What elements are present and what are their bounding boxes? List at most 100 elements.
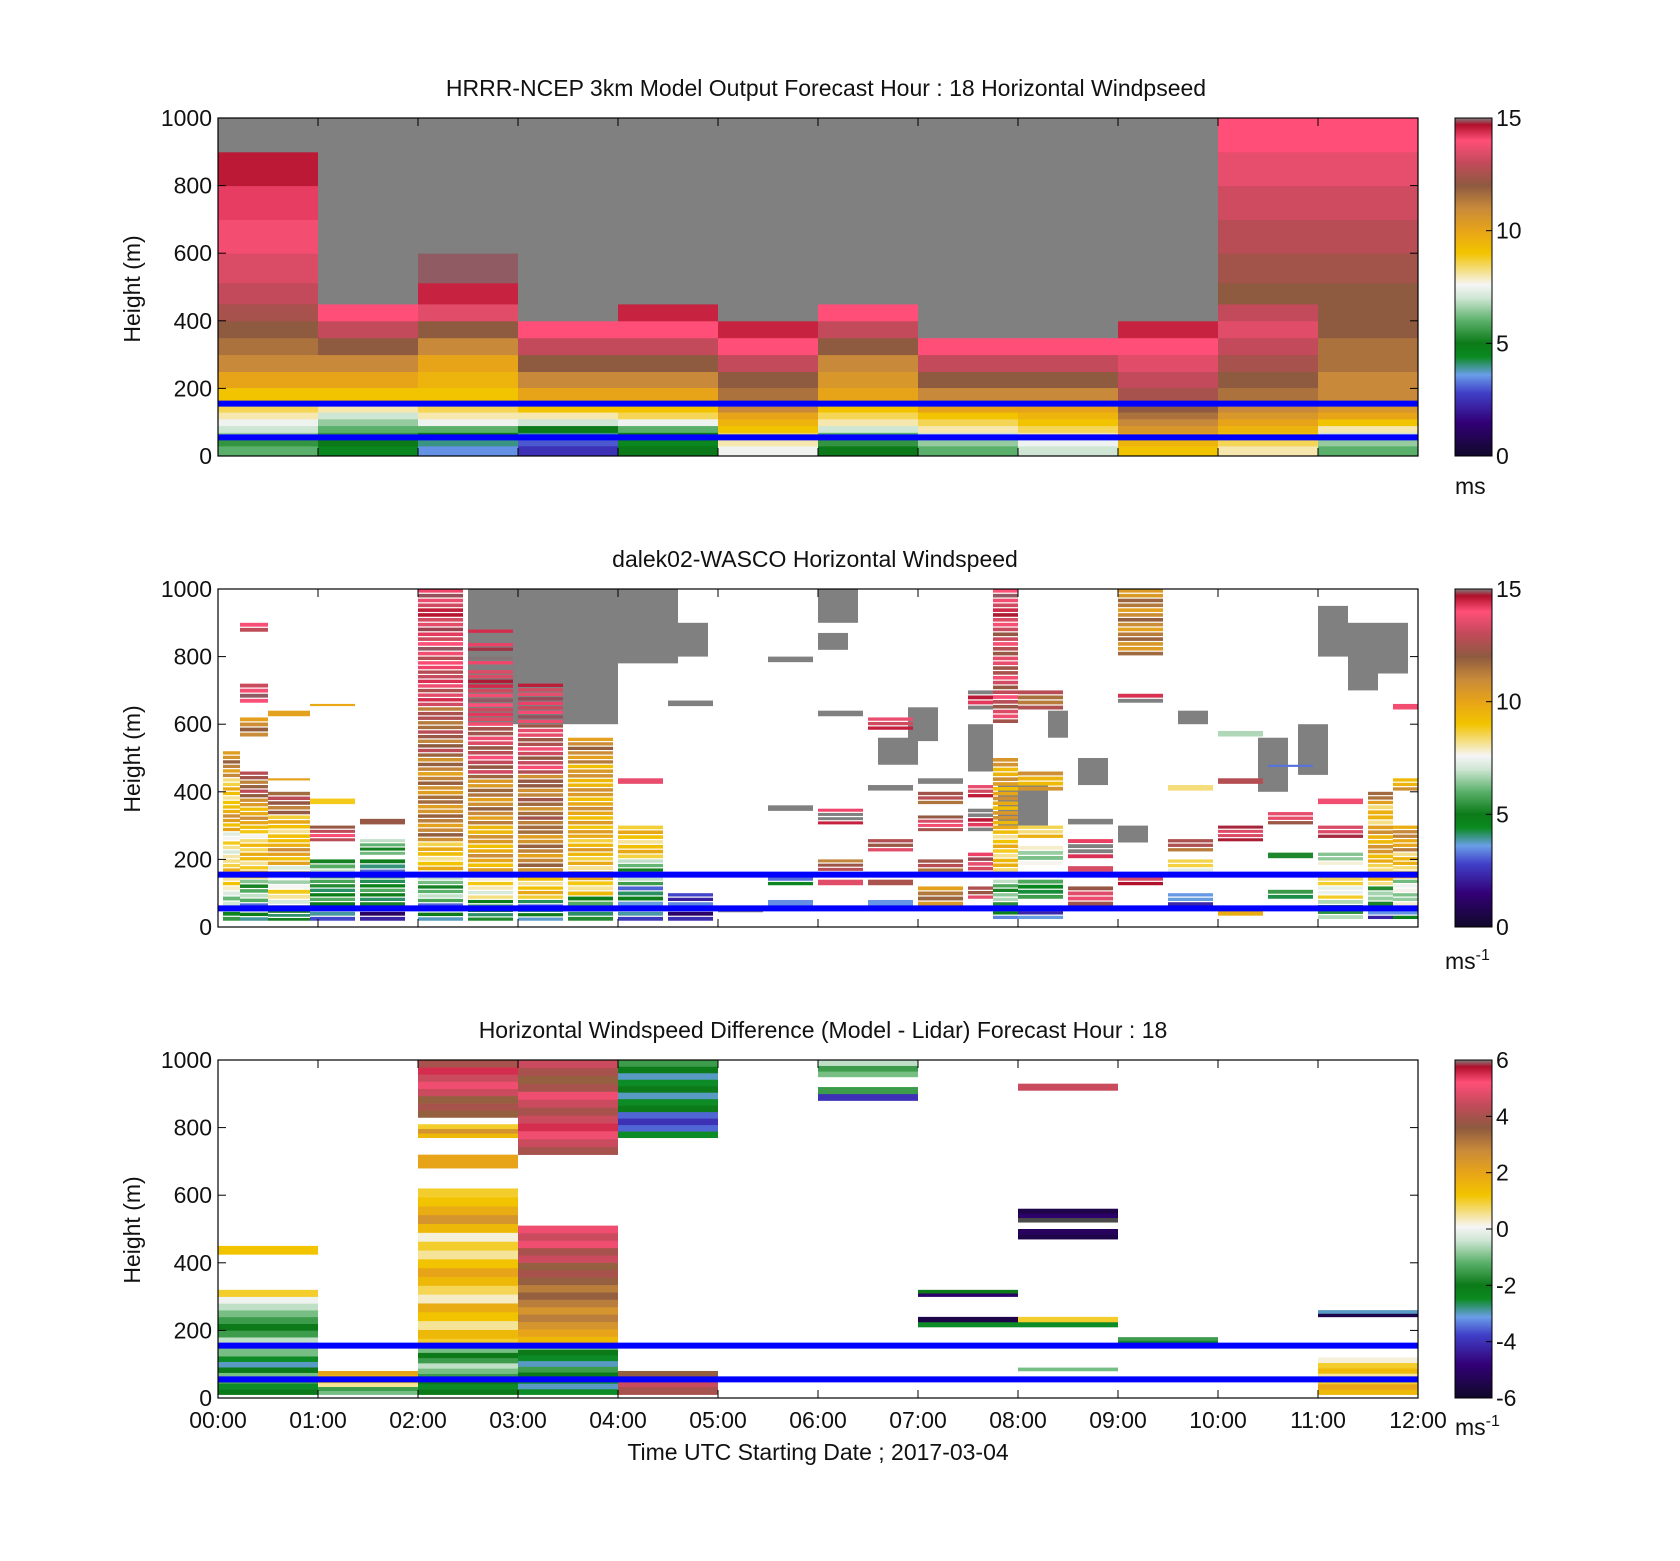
heatmap-cell — [1318, 886, 1363, 890]
heatmap-cell — [1118, 651, 1163, 656]
heatmap-cell — [268, 778, 310, 781]
heatmap-cell — [868, 848, 913, 852]
heatmap-cell — [668, 893, 713, 897]
heatmap-cell — [968, 813, 993, 817]
heatmap-cell — [218, 412, 319, 420]
heatmap-cell — [568, 737, 613, 742]
heatmap-cell — [360, 839, 405, 843]
heatmap-cell — [993, 656, 1018, 661]
heatmap-cell — [240, 834, 268, 838]
heatmap-cell — [718, 418, 819, 427]
heatmap-cell — [718, 371, 819, 389]
heatmap-cell — [468, 784, 513, 788]
heatmap-cell — [240, 893, 268, 898]
heatmap-cell — [1268, 821, 1313, 825]
heatmap-cell — [993, 902, 1018, 906]
heatmap-cell — [318, 219, 419, 254]
heatmap-cell — [993, 868, 1018, 872]
heatmap-cell — [268, 880, 310, 884]
heatmap-cell — [618, 151, 719, 187]
heatmap-cell — [468, 746, 513, 750]
heatmap-cell — [360, 879, 405, 883]
heatmap-cell — [223, 916, 240, 921]
heatmap-cell — [218, 1383, 318, 1390]
heatmap-cell — [418, 1276, 518, 1286]
heatmap-cell — [918, 445, 1019, 457]
heatmap-cell — [418, 828, 463, 832]
heatmap-cell — [1368, 825, 1393, 830]
heatmap-cell — [1018, 879, 1063, 884]
heatmap-cell — [418, 665, 463, 670]
panel-lidar-cells — [223, 589, 1418, 921]
heatmap-cell — [318, 439, 419, 447]
heatmap-cell — [223, 760, 240, 764]
heatmap-cell — [1118, 303, 1219, 322]
heatmap-cell — [818, 337, 919, 356]
heatmap-cell — [968, 690, 993, 695]
heatmap-cell — [418, 795, 463, 800]
heatmap-cell — [468, 913, 513, 917]
heatmap-cell — [518, 185, 619, 220]
heatmap-cell — [418, 819, 463, 823]
heatmap-cell — [518, 683, 563, 687]
heatmap-cell — [993, 863, 1018, 867]
heatmap-cell — [468, 674, 513, 679]
heatmap-cell — [418, 1373, 518, 1380]
heatmap-cell — [223, 778, 240, 782]
heatmap-cell — [468, 839, 513, 844]
heatmap-cell — [518, 728, 563, 733]
heatmap-cell — [318, 425, 419, 433]
heatmap-cell — [993, 893, 1018, 897]
heatmap-cell — [518, 793, 563, 797]
heatmap-cell — [318, 387, 419, 403]
heatmap-cell — [918, 891, 963, 896]
heatmap-cell — [518, 253, 619, 284]
heatmap-cell — [418, 837, 463, 842]
heatmap-cell — [1068, 866, 1113, 872]
colorbar-unit: ms-1 — [1445, 947, 1490, 974]
heatmap-cell — [968, 789, 993, 793]
heatmap-cell — [1068, 844, 1113, 849]
heatmap-cell — [223, 854, 240, 859]
heatmap-cell — [310, 902, 355, 906]
heatmap-cell — [1218, 834, 1263, 838]
heatmap-cell — [618, 1386, 718, 1395]
heatmap-cell — [218, 118, 319, 153]
heatmap-cell — [223, 911, 240, 916]
panel-lidar: dalek02-WASCO Horizontal Windspeed Heigh… — [119, 546, 1522, 974]
heatmap-cell — [418, 823, 463, 828]
heatmap-cell — [518, 1075, 618, 1084]
heatmap-cell — [240, 688, 268, 693]
heatmap-cell — [310, 825, 355, 829]
heatmap-cell — [1218, 825, 1263, 829]
heatmap-cell — [518, 835, 563, 839]
heatmap-cell — [1118, 637, 1163, 641]
heatmap-cell — [1218, 371, 1319, 389]
heatmap-cell — [468, 830, 513, 834]
heatmap-cell — [918, 815, 963, 819]
heatmap-cell — [1018, 861, 1063, 865]
heatmap-cell — [868, 879, 913, 886]
heatmap-cell — [1018, 911, 1063, 915]
heatmap-cell — [318, 354, 419, 372]
heatmap-cell — [1368, 911, 1393, 915]
heatmap-cell — [418, 632, 463, 637]
xtick-label: 03:00 — [489, 1407, 547, 1433]
heatmap-cell — [1318, 303, 1419, 322]
heatmap-cell — [993, 704, 1018, 709]
heatmap-cell — [360, 859, 405, 864]
heatmap-cell — [223, 814, 240, 818]
heatmap-cell — [993, 637, 1018, 641]
heatmap-cell — [1018, 771, 1063, 776]
heatmap-cell — [223, 901, 240, 906]
heatmap-cell — [468, 760, 513, 765]
heatmap-cell — [618, 439, 719, 447]
heatmap-cell — [418, 912, 463, 917]
heatmap-cell — [618, 840, 663, 844]
heatmap-cell — [223, 832, 240, 836]
heatmap-cell — [318, 412, 419, 420]
heatmap-cell — [1368, 896, 1393, 901]
panel-lidar-colorbar: 0 5 10 15 ms-1 — [1445, 576, 1522, 974]
colorbar-tick-label: 4 — [1496, 1103, 1509, 1129]
heatmap-cell — [618, 337, 719, 356]
